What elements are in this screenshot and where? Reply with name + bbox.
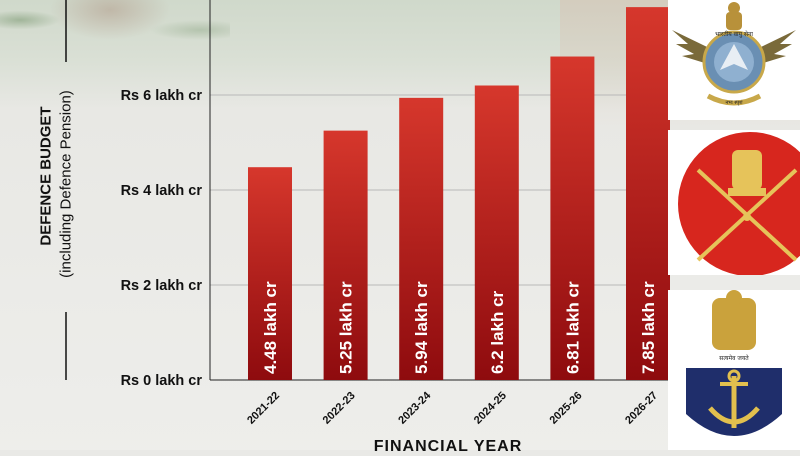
x-tick-labels: 2021-22 2022-23 2023-24 2024-25 2025-26 2026-… — [245, 389, 660, 427]
x-tick-label: 2022-23 — [321, 390, 358, 427]
y-tick-label: Rs 2 lakh cr — [121, 278, 203, 294]
bar-value-label: 6.81 lakh cr — [563, 281, 582, 374]
y-tick-labels: Rs 0 lakh cr Rs 2 lakh cr Rs 4 lakh cr Rs 6… — [121, 88, 203, 389]
bar — [626, 7, 670, 380]
navy-motto-text: सत्यमेव जयते — [719, 354, 749, 362]
bar — [550, 56, 595, 381]
navy-emblem: सत्यमेव जयते — [668, 290, 800, 450]
x-tick-label: 2026-27 — [623, 390, 660, 427]
bar-value-label: 5.25 lakh cr — [337, 281, 356, 374]
background-trees — [0, 0, 230, 70]
bar — [248, 167, 292, 380]
bars: 4.48 lakh cr 5.25 lakh cr 5.94 lakh cr 6.2 … — [248, 7, 670, 381]
bar-value-label: 6.2 lakh cr — [488, 290, 507, 374]
army-emblem — [668, 130, 800, 275]
x-tick-label: 2021-22 — [245, 390, 282, 427]
bar-value-label: 7.85 lakh cr — [639, 281, 658, 374]
air-force-motto-text: नभः स्पृशं — [725, 99, 743, 106]
x-tick-label: 2025-26 — [547, 390, 584, 427]
bar — [474, 85, 519, 380]
bar — [323, 130, 368, 380]
y-tick-label: Rs 4 lakh cr — [121, 183, 203, 199]
bar-value-label: 5.94 lakh cr — [412, 281, 431, 374]
air-force-band-text: भारतीय वायु सेना — [715, 30, 753, 38]
bar-value-label: 4.48 lakh cr — [261, 281, 280, 374]
y-tick-label: Rs 6 lakh cr — [121, 88, 203, 104]
x-tick-label: 2024-25 — [472, 390, 509, 427]
air-force-emblem: भारतीय वायु सेना नभः स्पृशं — [668, 0, 800, 120]
y-tick-label: Rs 0 lakh cr — [121, 373, 203, 389]
x-tick-label: 2023-24 — [396, 389, 434, 427]
bar — [399, 97, 444, 380]
